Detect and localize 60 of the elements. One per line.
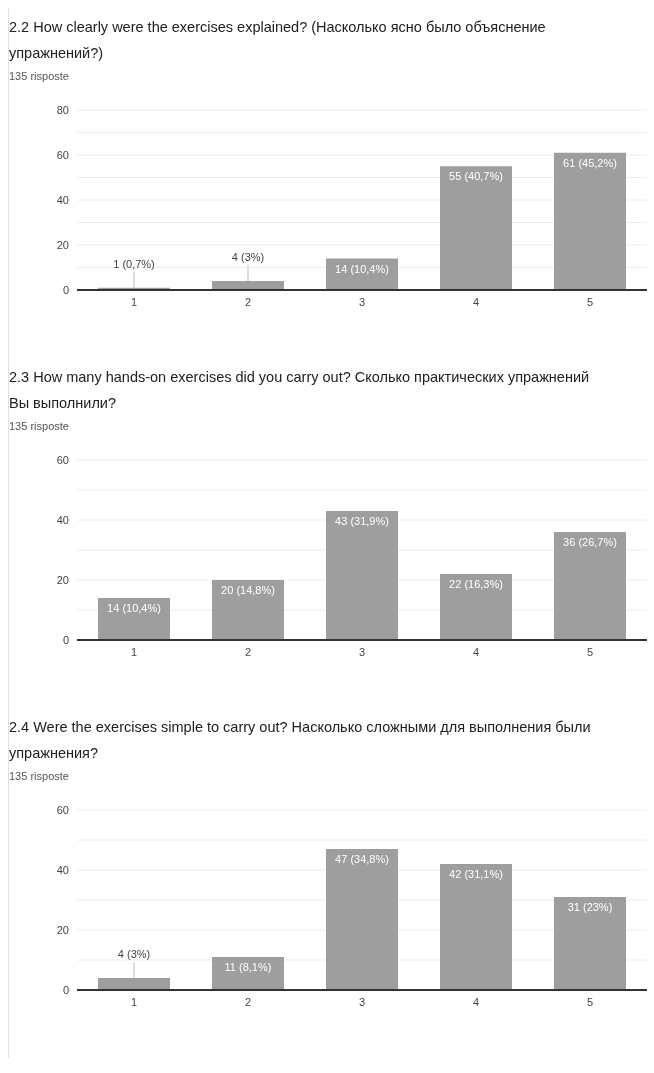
x-tick-label: 1 [130,645,138,658]
data-label: 31 (23%) [567,901,613,913]
x-tick-label: 2 [244,295,252,308]
bar [440,166,512,290]
bar [554,152,626,290]
y-tick-label: 0 [62,633,69,646]
bar [554,532,626,640]
x-tick-label: 1 [130,995,138,1008]
x-tick-label: 5 [586,645,594,658]
bar [212,580,284,640]
data-label: 11 (8,1%) [224,961,272,973]
y-tick-label: 20 [56,573,69,586]
chart-subtitle: 135 risposte [9,70,70,82]
chart-title: 2.4 Were the exercises simple to carry out? Насколько сложными для выполнения были упражнения? [9,718,592,763]
data-label: 47 (34,8%) [335,853,389,865]
bar [554,897,626,990]
bar [98,978,170,990]
data-label: 42 (31,1%) [449,868,503,880]
data-label: 55 (40,7%) [449,170,503,183]
data-label: 22 (16,3%) [449,578,503,590]
data-label: 14 (10,4%) [107,602,161,614]
y-tick-label: 80 [56,103,69,116]
y-tick-label: 0 [62,283,69,296]
x-tick-label: 4 [472,995,480,1008]
data-label: 43 (31,9%) [335,515,389,527]
chart-title: 2.3 How many hands-on exercises did you carry out? Сколько практических упражнений Вы выполнили? [9,368,591,413]
data-label: 14 (10,4%) [335,262,389,275]
x-tick-label: 1 [130,295,138,308]
bar [440,574,512,640]
data-label: 61 (45,2%) [563,156,617,169]
y-tick-label: 40 [56,513,69,526]
x-tick-label: 4 [472,645,480,658]
y-tick-label: 60 [56,453,69,466]
data-label: 20 (14,8%) [221,584,275,596]
y-tick-label: 40 [56,863,69,876]
y-tick-label: 20 [56,238,69,251]
data-label: 1 (0,7%) [113,257,155,270]
y-tick-label: 0 [62,983,69,996]
y-tick-label: 40 [56,193,69,206]
x-tick-label: 3 [358,995,366,1008]
bar [440,864,512,990]
bar [326,849,398,990]
chart-subtitle: 135 risposte [9,770,70,782]
y-tick-label: 60 [56,803,69,816]
x-tick-label: 4 [472,295,480,308]
x-tick-label: 5 [586,995,594,1008]
x-tick-label: 3 [358,645,366,658]
chart-subtitle: 135 risposte [9,420,70,432]
data-label: 36 (26,7%) [563,536,617,548]
bar [98,598,170,640]
bar [326,511,398,640]
x-tick-label: 2 [244,995,252,1008]
chart-title: 2.2 How clearly were the exercises explained? (Насколько ясно было объяснение упражнений?) [9,18,547,63]
x-tick-label: 3 [358,295,366,308]
y-tick-label: 20 [56,923,69,936]
data-label: 4 (3%) [231,251,265,263]
x-tick-label: 5 [586,295,594,308]
x-tick-label: 2 [244,645,252,658]
y-tick-label: 60 [56,148,69,161]
data-label: 4 (3%) [117,948,151,960]
